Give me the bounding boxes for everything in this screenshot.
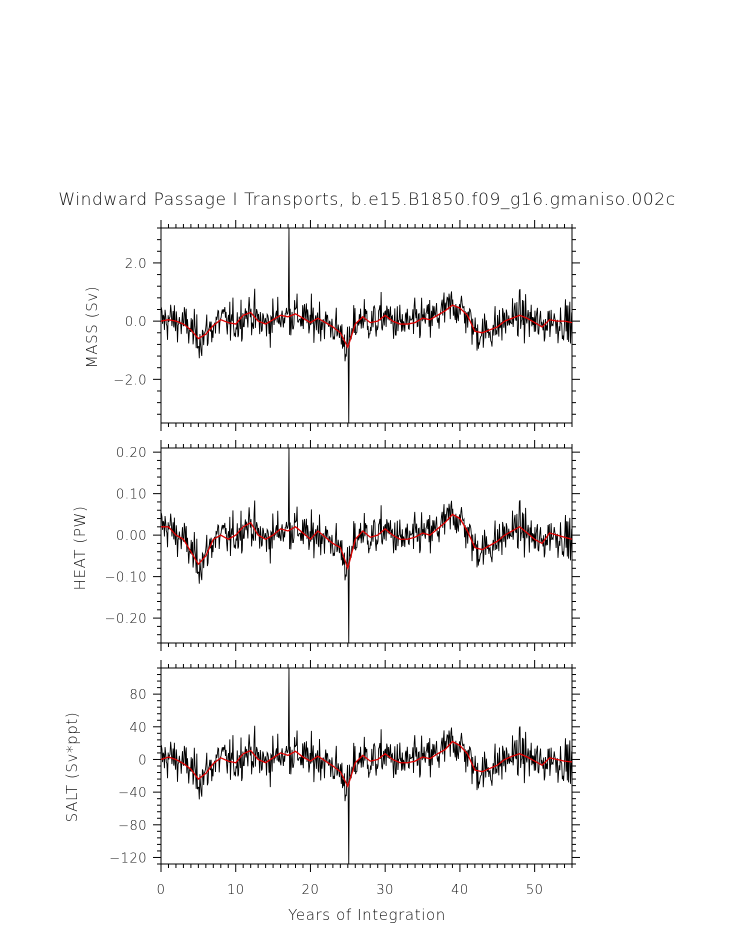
y-axis-label-salt: SALT (Sv*ppt) <box>63 712 81 823</box>
series-line-monthly-salt <box>160 667 573 865</box>
y-tick-label-salt: −40 <box>118 786 147 801</box>
y-tick-label-heat: 0.00 <box>116 529 147 544</box>
series-line-smoothed-heat <box>161 513 573 571</box>
series-line-monthly-heat <box>160 447 573 644</box>
x-tick-label: 20 <box>302 883 320 898</box>
panel-mass: MASS (Sv) −2.0 0.0 2.0 <box>83 220 580 431</box>
series-line-smoothed-mass <box>160 304 573 350</box>
x-tick-label: 0 <box>157 883 166 898</box>
plot-frame-salt <box>160 667 573 865</box>
x-tick-label: 50 <box>526 883 544 898</box>
y-tick-label-salt: 40 <box>129 721 147 736</box>
y-tick-label-salt: −80 <box>118 819 147 834</box>
panel-salt: SALT (Sv*ppt) −120 −80 −40 0 40 80 <box>63 660 580 872</box>
plot-frame-mass <box>160 227 573 424</box>
series-line-smoothed-salt <box>160 740 573 789</box>
plot-frame-heat <box>160 447 573 644</box>
x-axis-label: Years of Integration <box>288 906 446 924</box>
y-tick-label-heat: 0.20 <box>116 446 147 461</box>
y-tick-label-salt: 80 <box>129 688 147 703</box>
y-tick-label-mass: 0.0 <box>125 315 147 330</box>
x-tick-label: 10 <box>227 883 245 898</box>
x-tick-label: 30 <box>376 883 394 898</box>
y-tick-label-heat: −0.10 <box>105 571 147 586</box>
chart-title: Windward Passage I Transports, b.e15.B18… <box>58 190 675 210</box>
y-tick-label-mass: −2.0 <box>113 373 147 388</box>
y-tick-label-salt: −120 <box>109 851 147 866</box>
series-line-monthly-mass <box>160 227 573 424</box>
panel-heat: HEAT (PW) −0.20 −0.10 0.00 0.10 0.20 <box>71 440 580 651</box>
y-tick-label-salt: 0 <box>138 753 147 768</box>
y-tick-label-mass: 2.0 <box>125 257 147 272</box>
x-tick-label: 40 <box>451 883 469 898</box>
y-tick-label-heat: 0.10 <box>116 488 147 503</box>
y-axis-label-mass: MASS (Sv) <box>83 286 101 369</box>
y-tick-label-heat: −0.20 <box>105 612 147 627</box>
y-axis-label-heat: HEAT (PW) <box>71 506 89 591</box>
